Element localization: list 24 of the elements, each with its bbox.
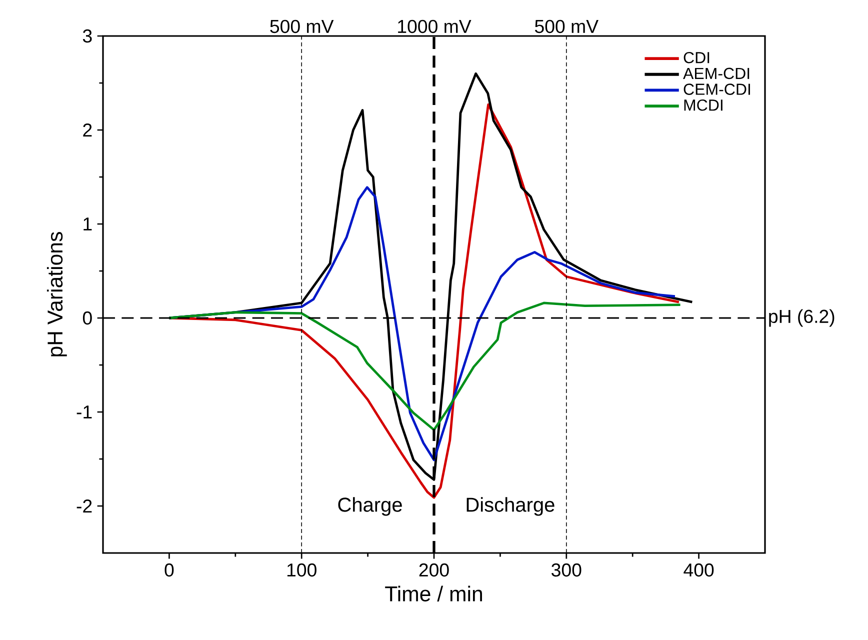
x-tick-label: 0 <box>164 563 174 577</box>
legend-label: MCDI <box>684 99 722 111</box>
ref-line-label: 500 mV <box>534 20 598 34</box>
ref-line-label: pH (6.2) <box>769 309 834 327</box>
y-tick-label: 3 <box>82 29 92 43</box>
legend-label: AEM-CDI <box>683 68 750 80</box>
x-axis-title: Time / min <box>385 586 482 602</box>
ref-line-label: 1000 mV <box>398 20 472 34</box>
line-series <box>168 302 682 432</box>
y-axis-title: pH Variations <box>46 232 67 356</box>
x-tick-label: 100 <box>287 563 316 577</box>
y-tick-label: 2 <box>83 123 92 137</box>
x-tick-label: 400 <box>684 563 714 577</box>
x-tick-label: 300 <box>552 563 582 577</box>
legend-label: CDI <box>684 52 710 64</box>
x-tick-label: 200 <box>419 563 449 577</box>
annotation: Charge <box>338 497 402 516</box>
y-tick-label: 0 <box>82 311 92 325</box>
y-tick-label: -1 <box>76 406 92 418</box>
y-tick-label: -2 <box>76 499 92 513</box>
annotation: Discharge <box>466 497 554 516</box>
ref-line-label: 500 mV <box>270 20 334 34</box>
y-tick-label: 1 <box>84 218 92 230</box>
legend-label: CEM-CDI <box>684 84 750 95</box>
